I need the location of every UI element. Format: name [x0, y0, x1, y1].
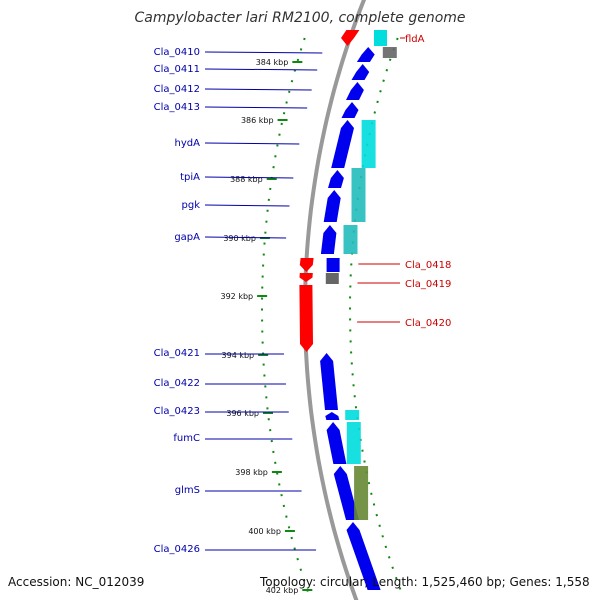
tick-label: 386 kbp	[241, 116, 274, 125]
forward-cds-arrow	[320, 353, 338, 410]
gene-label: Cla_0420	[405, 318, 451, 329]
gene-label: fldA	[405, 34, 425, 45]
forward-cds-arrow	[341, 102, 359, 118]
forward-cds-arrow	[320, 225, 337, 254]
forward-cds-arrow	[356, 47, 375, 62]
genome-summary-text: Topology: circular; Length: 1,525,460 bp…	[259, 575, 590, 589]
tick-label: 394 kbp	[222, 351, 255, 360]
gene-leader-line	[204, 236, 287, 239]
gene-leader-line	[204, 142, 300, 145]
function-block	[351, 168, 366, 222]
tick-label: 396 kbp	[226, 409, 259, 418]
gene-label: glmS	[175, 485, 200, 496]
reverse-cds-arrow	[299, 258, 314, 272]
gene-label: Cla_0419	[405, 279, 451, 290]
map-title: Campylobacter lari RM2100, complete geno…	[134, 10, 465, 26]
gene-label: fumC	[173, 433, 200, 444]
forward-cds-arrow	[323, 190, 341, 222]
tick-layer: 384 kbp 386 kbp 388 kbp 390 kbp 392 kbp 394 k…	[221, 58, 313, 595]
forward-cds-arrow	[351, 64, 370, 80]
tick-label: 400 kbp	[248, 527, 281, 536]
gene-label: pgk	[182, 200, 201, 211]
function-block	[382, 47, 397, 58]
reverse-cds-arrow	[341, 30, 360, 46]
forward-cds-arrow	[326, 422, 347, 464]
gene-label: Cla_0426	[154, 544, 200, 555]
gene-leader-line	[204, 176, 294, 179]
forward-cds-arrow	[346, 522, 381, 590]
function-block	[345, 410, 360, 420]
reverse-cds-arrow	[299, 285, 313, 352]
gene-leader-line	[204, 68, 318, 71]
tick-label: 384 kbp	[256, 58, 289, 67]
gene-label: Cla_0418	[405, 260, 451, 271]
gene-leader-line	[204, 51, 323, 54]
function-block	[346, 422, 361, 464]
gene-label: Cla_0412	[154, 84, 200, 95]
gene-leader-line	[204, 106, 308, 109]
gene-leader-line	[204, 88, 312, 91]
gene-label: hydA	[175, 138, 201, 149]
label-layer: Cla_0410 Cla_0411 Cla_0412 Cla_0413 hydA tpiA…	[154, 34, 452, 555]
accession-text: Accession: NC_012039	[8, 575, 144, 589]
reverse-function-block	[326, 258, 340, 272]
feature-layer	[299, 30, 397, 590]
reverse-function-block	[374, 30, 387, 46]
tick-label: 388 kbp	[230, 175, 263, 184]
gene-label: Cla_0421	[154, 348, 200, 359]
gene-label: Cla_0423	[154, 406, 200, 417]
function-block	[361, 120, 376, 168]
reverse-cds-arrow	[299, 273, 313, 282]
gene-label: Cla_0422	[154, 378, 200, 389]
gene-label: Cla_0410	[154, 47, 200, 58]
gene-label: tpiA	[180, 172, 200, 183]
gene-label: Cla_0411	[154, 64, 200, 75]
function-block	[354, 466, 369, 520]
tick-label: 398 kbp	[235, 468, 268, 477]
forward-cds-arrow	[331, 120, 354, 168]
tick-label: 390 kbp	[223, 234, 256, 243]
forward-cds-arrow	[328, 170, 344, 188]
function-block	[343, 225, 358, 254]
forward-cds-arrow	[325, 412, 340, 420]
forward-cds-arrow	[333, 466, 359, 520]
reverse-function-block	[325, 273, 339, 284]
tick-label: 392 kbp	[221, 292, 254, 301]
gene-leader-line	[204, 204, 290, 207]
forward-cds-arrow	[346, 82, 364, 100]
gene-label: Cla_0413	[154, 102, 200, 113]
gene-label: gapA	[174, 232, 200, 243]
tick-label: 402 kbp	[266, 586, 299, 595]
